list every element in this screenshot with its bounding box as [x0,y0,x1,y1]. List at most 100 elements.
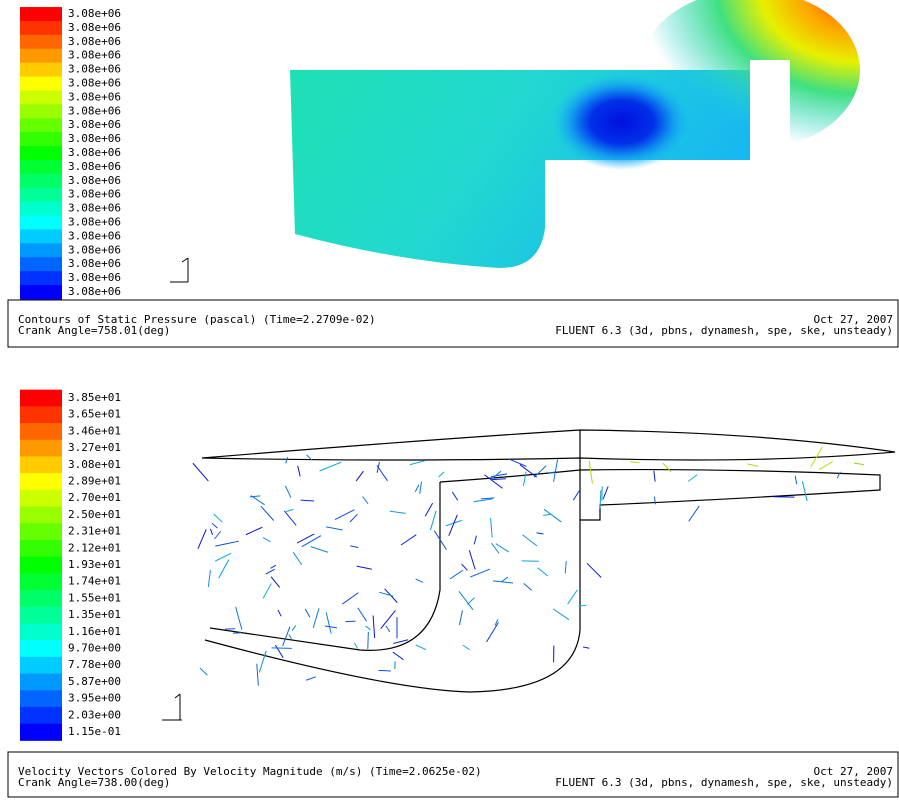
vector-arrow [600,490,601,508]
vector-arrow [335,510,354,520]
vector-arrow [795,476,797,485]
colorbar-swatch [20,557,62,574]
colorbar-label: 3.46e+01 [68,424,121,437]
vector-arrow [356,471,363,481]
vector-arrow [346,621,356,622]
vector-arrow [425,503,432,516]
vector-arrow [416,579,424,582]
vector-arrow [583,647,589,648]
colorbar-label: 3.65e+01 [68,408,121,421]
vector-arrow [305,609,310,617]
vector-arrow [266,569,275,574]
colorbar-swatch [20,440,62,457]
vector-arrow [363,497,368,504]
vector-arrow [350,546,358,548]
vector-arrow [496,544,509,552]
vector-arrow [747,464,758,467]
vector-arrow [491,518,493,537]
vector-arrow [689,506,700,521]
colorbar-label: 1.93e+01 [68,558,121,571]
vector-arrow [368,632,369,649]
vector-arrow [306,677,316,680]
vector-arrow [463,645,470,650]
colorbar-label: 2.31e+01 [68,525,121,538]
vector-arrow [292,625,296,630]
colorbar-label: 3.08e+06 [68,243,121,256]
colorbar-swatch [20,202,62,216]
vector-arrow [416,645,426,650]
vector-arrow [802,481,807,501]
pressure-contour [290,0,860,268]
vector-arrow [819,462,833,470]
vector-arrow [302,536,321,547]
vector-arrow [487,623,499,642]
colorbar-swatch [20,49,62,63]
vector-arrow [491,474,507,477]
vector-arrow [420,482,422,494]
colorbar-label: 3.08e+06 [68,132,121,145]
vector-arrow [553,609,569,620]
colorbar-label: 3.95e+00 [68,692,121,705]
vector-arrow [386,626,390,632]
colorbar-swatch [20,63,62,77]
vector-arrow [470,569,490,577]
colorbar-label: 3.08e+06 [68,49,121,62]
colorbar-swatch [20,257,62,271]
vector-arrow [587,563,601,577]
colorbar-swatch [20,607,62,624]
vector-arrow [271,577,280,588]
colorbar-swatch [20,473,62,490]
vector-arrow [378,670,390,671]
vector-arrow [285,486,291,498]
colorbar-label: 3.27e+01 [68,441,121,454]
colorbar-label: 3.08e+06 [68,202,121,215]
vector-arrow [538,568,548,576]
caption-solver: FLUENT 6.3 (3d, pbns, dynamesh, spe, ske… [555,324,893,337]
colorbar-label: 3.08e+06 [68,63,121,76]
colorbar-label: 3.08e+06 [68,35,121,48]
vector-arrow [354,643,357,649]
colorbar-label: 3.08e+06 [68,146,121,159]
colorbar-swatch [20,490,62,507]
colorbar-label: 3.08e+06 [68,90,121,103]
vector-arrow [462,564,468,570]
vector-arrow [663,463,671,472]
axis-triad [162,694,182,720]
vector-arrow [543,515,550,516]
colorbar-label: 3.08e+06 [68,174,121,187]
vector-arrow [215,541,238,546]
vector-arrow [342,593,358,604]
vector-arrow [326,612,331,633]
vector-arrow [522,535,537,546]
vector-arrow [286,457,288,463]
colorbar-swatch [20,118,62,132]
colorbar-swatch [20,590,62,607]
vector-arrow [289,634,292,639]
vector-arrow [568,590,578,604]
vector-arrow [263,538,270,542]
colorbar-swatch [20,674,62,691]
vector-arrow [377,462,379,473]
colorbar-swatch [20,623,62,640]
colorbar-swatch [20,160,62,174]
colorbar-swatch [20,132,62,146]
vector-arrow [544,509,561,522]
vector-arrow [208,570,210,587]
vector-arrow [554,460,558,482]
colorbar-swatch [20,540,62,557]
colorbar-swatch [20,174,62,188]
colorbar-swatch [20,271,62,285]
vector-arrow [298,466,301,477]
vector-arrow [393,652,404,660]
vector-arrow [210,529,212,535]
vector-arrow [474,499,493,502]
vector-arrow [193,463,208,481]
colorbar-label: 3.08e+01 [68,458,121,471]
colorbar-label: 3.08e+06 [68,118,121,131]
colorbar-swatch [20,690,62,707]
vector-arrow [854,463,864,464]
vector-arrow [271,648,291,649]
colorbar-swatch [20,229,62,243]
colorbar-label: 1.16e+01 [68,625,121,638]
vector-arrow [271,565,276,568]
